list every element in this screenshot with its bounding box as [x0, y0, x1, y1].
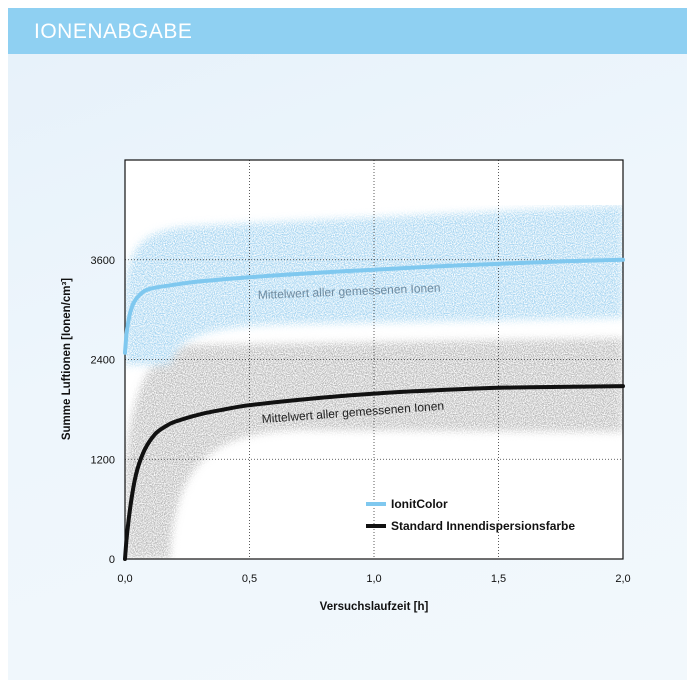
page-title: IONENABGABE [34, 20, 193, 43]
x-tick-label-0: 0,0 [117, 573, 132, 585]
x-tick-label-3: 1,5 [491, 573, 506, 585]
legend-label-ionitcolor: IonitColor [391, 497, 448, 511]
legend-label-standard: Standard Innendispersionsfarbe [391, 519, 575, 533]
x-tick-label-1: 0,5 [242, 573, 257, 585]
y-axis-ticks: 0 1200 2400 3600 [91, 255, 115, 566]
series-line-standard-innendispersionsfarbe [123, 384, 625, 561]
legend-swatch-standard [366, 524, 386, 528]
plot-frame [124, 159, 624, 560]
x-axis-label: Versuchslaufzeit [h] [320, 601, 429, 613]
grey-scatter-band [125, 338, 623, 559]
header-bar: IONENABGABE [8, 8, 687, 54]
x-tick-label-2: 1,0 [366, 573, 381, 585]
x-tick-label-4: 2,0 [615, 573, 630, 585]
y-tick-label-2: 2400 [91, 355, 115, 367]
y-tick-label-1: 1200 [91, 454, 115, 466]
y-axis-label: Summe Luftionen [Ionen/cm³] [61, 278, 73, 440]
legend: IonitColor Standard Innendispersionsfarb… [366, 497, 575, 533]
grid [125, 160, 623, 559]
y-tick-label-0: 0 [109, 554, 115, 566]
y-tick-label-3: 3600 [91, 255, 115, 267]
x-axis-ticks: 0,0 0,5 1,0 1,5 2,0 [117, 573, 630, 585]
series-line-ionitcolor [123, 257, 625, 355]
legend-swatch-ionitcolor [366, 502, 386, 506]
